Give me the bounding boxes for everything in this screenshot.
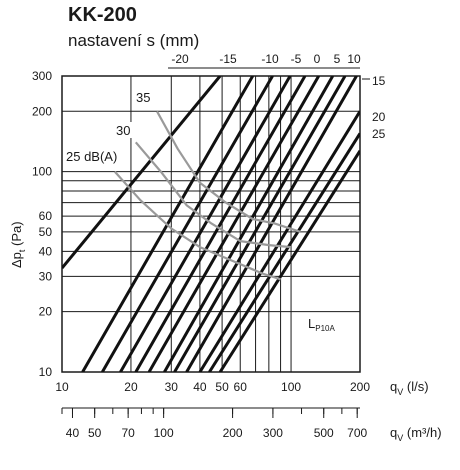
x2-axis-label: qV (m³/h) — [390, 425, 442, 443]
y-axis-label-sub: t — [17, 249, 27, 252]
setting-label: 10 — [347, 52, 361, 66]
y-tick-label: 200 — [32, 104, 52, 118]
setting-line — [163, 76, 335, 372]
setting-line — [147, 76, 320, 372]
setting-line — [218, 150, 360, 372]
x-tick-label: 200 — [350, 380, 370, 394]
setting-line — [62, 76, 222, 270]
x-tick-label: 10 — [55, 380, 69, 394]
setting-label: -5 — [291, 52, 302, 66]
y-tick-label: 20 — [39, 305, 53, 319]
x-axis-label-sub: V — [397, 387, 403, 397]
annotation-main: L — [308, 316, 315, 331]
noise-curve — [134, 141, 292, 249]
x-tick-label: 50 — [215, 380, 229, 394]
noise-curve — [113, 170, 281, 281]
setting-label: -10 — [261, 52, 279, 66]
y-axis-label: Δpt (Pa) — [9, 221, 27, 268]
x2-tick-label: 70 — [121, 426, 135, 440]
x2-tick-label: 50 — [88, 426, 102, 440]
y-tick-label: 40 — [39, 244, 53, 258]
x2-tick-label: 700 — [347, 426, 367, 440]
noise-label-bg — [134, 89, 152, 105]
setting-label: -15 — [219, 52, 237, 66]
x2-tick-label: 300 — [263, 426, 283, 440]
x2-tick-label: 500 — [314, 426, 334, 440]
setting-label: 25 — [372, 127, 386, 141]
setting-line — [208, 132, 360, 372]
lp10a-annotation: LP10A — [308, 316, 335, 333]
y-tick-label: 300 — [32, 69, 52, 83]
x-tick-label: 40 — [193, 380, 207, 394]
y-axis-label-unit: (Pa) — [9, 221, 24, 249]
chart-subtitle: nastavení s (mm) — [68, 31, 200, 50]
x2-axis-label-sub: V — [397, 433, 403, 443]
x-tick-label: 100 — [281, 380, 301, 394]
setting-label: 20 — [372, 110, 386, 124]
x-axis-label-main: q — [390, 379, 397, 394]
chart-title: KK-200 — [68, 4, 137, 26]
y-tick-label: 30 — [39, 269, 53, 283]
setting-line — [119, 76, 292, 372]
y-axis-label-main: Δp — [9, 252, 24, 268]
setting-line — [173, 76, 347, 372]
x-tick-label: 30 — [165, 380, 179, 394]
y-tick-label: 100 — [32, 165, 52, 179]
y-tick-label: 60 — [39, 209, 53, 223]
setting-label: 15 — [372, 74, 386, 88]
noise-curve — [156, 110, 301, 233]
setting-line — [134, 76, 307, 372]
labels: -20 -15 -10 -5 0 5 10 15 20 25 35 30 25 dB(A) LP10A 10… — [9, 52, 442, 443]
noise-label-bg — [114, 122, 132, 138]
x2-tick-label: 100 — [154, 426, 174, 440]
x2-tick-label: 40 — [66, 426, 80, 440]
y-tick-label: 10 — [39, 365, 53, 379]
annotation-bg — [304, 314, 356, 332]
noise-label-bg — [64, 148, 126, 164]
x2-tick-label: 200 — [223, 426, 243, 440]
x-axis-label-unit: (l/s) — [403, 379, 428, 394]
x-tick-label: 20 — [124, 380, 138, 394]
noise-curves — [113, 110, 301, 281]
x2-axis-label-unit: (m³/h) — [403, 425, 441, 440]
setting-label: 0 — [314, 52, 321, 66]
y-tick-label: 50 — [39, 225, 53, 239]
noise-label: 25 dB(A) — [66, 149, 117, 164]
setting-label: 5 — [334, 52, 341, 66]
setting-line — [101, 76, 274, 372]
noise-label: 30 — [116, 123, 130, 138]
x-tick-label: 60 — [234, 380, 248, 394]
setting-line — [198, 110, 360, 372]
x2-axis-label-main: q — [390, 425, 397, 440]
setting-label: -20 — [171, 52, 189, 66]
x-axis-label: qV (l/s) — [390, 379, 429, 397]
annotation-sub: P10A — [315, 324, 335, 333]
noise-label: 35 — [136, 90, 150, 105]
